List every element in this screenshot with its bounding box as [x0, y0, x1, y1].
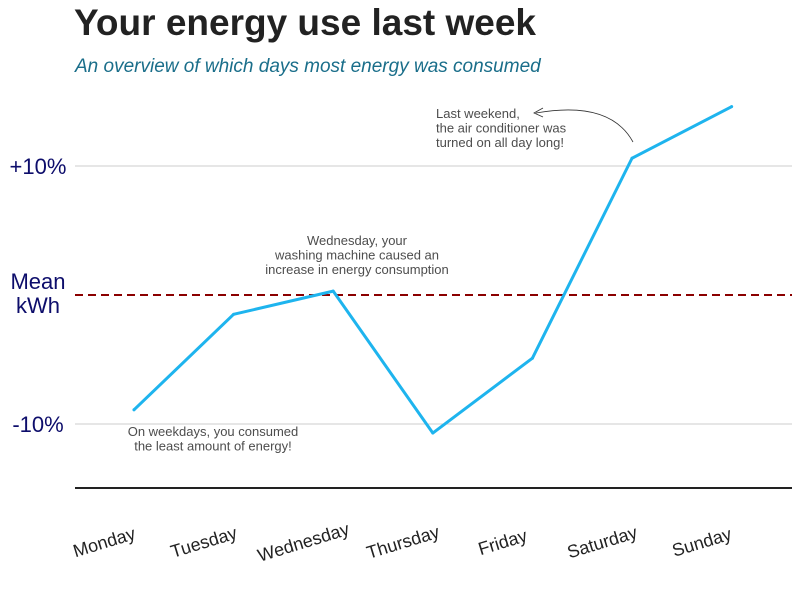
- x-tick-label: Wednesday: [255, 519, 351, 566]
- series-line-group: [132, 105, 734, 435]
- x-tick-label: Tuesday: [168, 523, 239, 562]
- chart-title: Your energy use last week: [74, 2, 537, 43]
- y-tick-labels: +10% Mean kWh -10%: [10, 154, 67, 437]
- annotation-arrow: [535, 109, 634, 143]
- annotation-monday: On weekdays, you consumed the least amoun…: [128, 424, 299, 454]
- x-tick-labels: Monday Tuesday Wednesday Thursday Friday Satu…: [71, 519, 734, 566]
- data-point-tuesday: [232, 312, 236, 316]
- data-point-thursday: [431, 431, 435, 435]
- data-point-wednesday: [331, 289, 335, 293]
- data-point-sunday: [730, 105, 734, 109]
- x-tick-label: Friday: [476, 525, 530, 559]
- annotations: On weekdays, you consumed the least amoun…: [128, 106, 634, 454]
- x-tick-label: Saturday: [565, 522, 640, 562]
- annotation-wednesday: Wednesday, your washing machine caused an…: [265, 233, 449, 277]
- data-point-friday: [530, 356, 534, 360]
- annotation-saturday: Last weekend, the air conditioner was turn…: [436, 106, 567, 150]
- y-tick-label: -10%: [12, 412, 63, 437]
- x-tick-label: Monday: [71, 523, 138, 561]
- data-point-saturday: [630, 156, 634, 160]
- grid-lines: [75, 165, 792, 425]
- chart-subtitle: An overview of which days most energy wa…: [75, 56, 541, 77]
- annotation-arrowhead: [533, 107, 544, 118]
- y-tick-label: Mean kWh: [10, 269, 65, 318]
- x-tick-label: Thursday: [364, 522, 442, 563]
- y-tick-label: +10%: [10, 154, 67, 179]
- x-tick-label: Sunday: [670, 524, 734, 561]
- data-point-monday: [132, 408, 136, 412]
